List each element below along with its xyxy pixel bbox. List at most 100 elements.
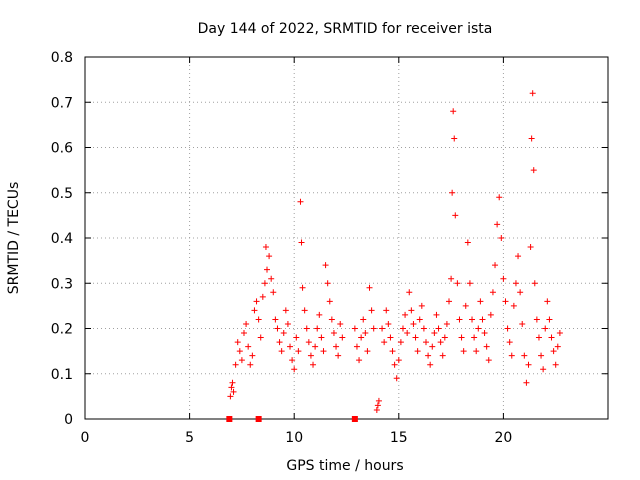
y-tick-label: 0.4 xyxy=(51,231,73,247)
data-point xyxy=(264,266,271,273)
data-point xyxy=(247,361,254,368)
data-point xyxy=(261,280,268,287)
data-point xyxy=(245,343,252,350)
data-point xyxy=(508,352,515,359)
data-point xyxy=(274,325,281,332)
data-point xyxy=(289,357,296,364)
data-point xyxy=(387,334,394,341)
data-point xyxy=(492,262,499,269)
x-tick-labels: 0 5 10 15 20 xyxy=(81,430,513,446)
y-tick-label: 0.7 xyxy=(51,95,73,111)
data-point xyxy=(408,307,415,314)
data-point xyxy=(373,406,380,413)
data-point xyxy=(450,108,457,115)
data-point xyxy=(471,334,478,341)
data-point xyxy=(515,253,522,260)
x-tick-label: 15 xyxy=(390,430,408,446)
axis-ticks xyxy=(84,56,608,420)
data-point xyxy=(330,330,337,337)
data-point xyxy=(530,167,537,174)
data-point xyxy=(451,135,458,142)
data-point xyxy=(297,198,304,205)
data-point xyxy=(351,325,358,332)
data-point xyxy=(418,302,425,309)
data-point xyxy=(326,298,333,305)
data-point xyxy=(538,352,545,359)
data-point xyxy=(314,325,321,332)
data-point xyxy=(521,352,528,359)
data-point xyxy=(312,343,319,350)
y-tick-label: 0.6 xyxy=(51,141,73,157)
data-point xyxy=(498,235,505,241)
data-point xyxy=(276,339,283,346)
data-point xyxy=(425,352,432,359)
data-point xyxy=(322,262,329,269)
data-point xyxy=(291,366,298,373)
data-point xyxy=(502,298,509,305)
data-point xyxy=(232,361,239,368)
data-point xyxy=(500,275,507,282)
data-point xyxy=(282,307,289,314)
data-point xyxy=(243,320,250,327)
data-point xyxy=(328,316,335,323)
data-point xyxy=(542,325,549,332)
data-point xyxy=(253,298,260,305)
data-point xyxy=(489,289,496,296)
data-point xyxy=(412,334,419,341)
data-point xyxy=(546,316,553,323)
x-tick-label: 5 xyxy=(185,430,194,446)
data-point xyxy=(358,334,365,341)
data-point xyxy=(446,298,453,305)
data-point xyxy=(364,348,371,355)
data-point xyxy=(443,320,450,327)
x-tick-label: 0 xyxy=(81,430,90,446)
data-point xyxy=(287,343,294,350)
data-point xyxy=(460,348,467,355)
data-point xyxy=(298,239,305,246)
data-point xyxy=(404,330,411,337)
data-point xyxy=(552,361,559,368)
data-point xyxy=(477,298,484,305)
data-point xyxy=(487,311,494,318)
data-point xyxy=(449,189,456,196)
data-point xyxy=(356,357,363,364)
data-point xyxy=(416,316,423,323)
data-point xyxy=(320,348,327,355)
data-point xyxy=(475,325,482,332)
data-point xyxy=(284,320,291,327)
y-tick-label: 0.1 xyxy=(51,367,73,383)
y-tick-labels: 0 0.1 0.2 0.3 0.4 0.5 0.6 0.7 0.8 xyxy=(51,50,73,428)
data-point xyxy=(280,330,287,337)
data-point xyxy=(278,348,285,355)
data-point xyxy=(550,348,557,355)
data-point xyxy=(473,348,480,355)
data-point xyxy=(429,343,436,350)
data-point xyxy=(249,352,256,359)
data-point xyxy=(494,221,501,228)
data-point xyxy=(456,316,463,323)
data-point xyxy=(262,244,269,251)
data-point xyxy=(229,379,236,386)
data-point xyxy=(441,334,448,341)
zero-point-marker xyxy=(255,416,262,422)
data-point xyxy=(544,298,551,305)
data-point xyxy=(310,361,317,368)
data-point xyxy=(439,352,446,359)
data-point xyxy=(266,253,273,260)
x-tick-label: 10 xyxy=(285,430,303,446)
data-point xyxy=(234,339,241,346)
data-point xyxy=(337,320,344,327)
data-point xyxy=(496,194,503,201)
data-point xyxy=(381,339,388,346)
data-point xyxy=(299,284,306,291)
data-point xyxy=(481,330,488,337)
data-point xyxy=(227,393,234,400)
data-point xyxy=(469,316,476,323)
data-point xyxy=(462,302,469,309)
data-point xyxy=(527,244,534,251)
data-point xyxy=(366,284,373,291)
data-point xyxy=(228,384,235,391)
data-point xyxy=(531,280,538,287)
data-point xyxy=(406,289,413,296)
y-tick-label: 0 xyxy=(64,412,73,428)
